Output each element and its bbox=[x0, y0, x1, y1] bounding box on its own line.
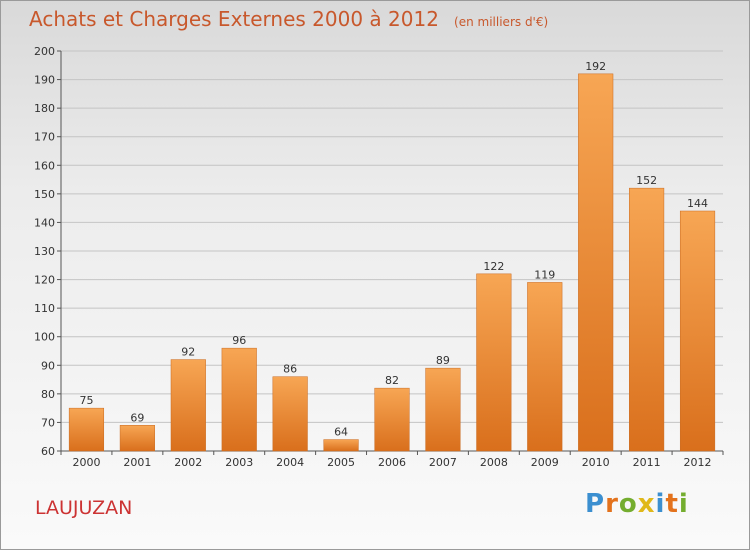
y-tick-label: 80 bbox=[41, 388, 55, 401]
y-tick-label: 120 bbox=[34, 274, 55, 287]
logo-letter: o bbox=[618, 489, 638, 519]
y-tick-label: 200 bbox=[34, 45, 55, 58]
data-label: 89 bbox=[436, 354, 450, 367]
bar-2009 bbox=[527, 282, 563, 452]
logo-letter: i bbox=[678, 489, 689, 519]
x-tick-label: 2006 bbox=[378, 456, 406, 469]
x-tick-label: 2007 bbox=[429, 456, 457, 469]
y-tick-label: 180 bbox=[34, 102, 55, 115]
y-tick-labels: 60 70 80 90 100 110 120 130 140 150 160 170 180 190 20… bbox=[34, 45, 55, 458]
x-tick-label: 2000 bbox=[72, 456, 100, 469]
bar-2001 bbox=[119, 425, 155, 452]
chart-title: Achats et Charges Externes 2000 à 2012 bbox=[29, 7, 439, 31]
commune-name: LAUJUZAN bbox=[35, 497, 133, 519]
bars bbox=[68, 73, 716, 452]
y-tick-label: 110 bbox=[34, 302, 55, 315]
x-tick-label: 2009 bbox=[531, 456, 559, 469]
chart-title-block: Achats et Charges Externes 2000 à 2012 (… bbox=[29, 7, 548, 31]
logo-letter: x bbox=[637, 489, 656, 519]
x-tick-label: 2003 bbox=[225, 456, 253, 469]
data-label: 92 bbox=[181, 346, 195, 359]
logo-letter: P bbox=[585, 489, 606, 519]
bar-2005 bbox=[323, 439, 359, 452]
data-label: 96 bbox=[232, 334, 246, 347]
bar-2008 bbox=[476, 273, 512, 452]
logo-letter: t bbox=[665, 489, 679, 519]
x-tick-label: 2012 bbox=[684, 456, 712, 469]
data-label: 144 bbox=[687, 197, 708, 210]
y-tick-label: 190 bbox=[34, 74, 55, 87]
data-label: 64 bbox=[334, 426, 348, 439]
x-tick-label: 2004 bbox=[276, 456, 304, 469]
x-tick-label: 2008 bbox=[480, 456, 508, 469]
bar-2000 bbox=[68, 407, 105, 452]
x-tick-label: 2005 bbox=[327, 456, 355, 469]
bar-2004 bbox=[272, 376, 308, 452]
data-label: 82 bbox=[385, 374, 399, 387]
data-label: 192 bbox=[585, 60, 606, 73]
data-label: 119 bbox=[534, 268, 555, 281]
y-tick-label: 90 bbox=[41, 359, 55, 372]
x-tick-label: 2001 bbox=[123, 456, 151, 469]
x-tick-labels: 2000 2001 2002 2003 2004 2005 2006 2007 2008 2009… bbox=[72, 456, 711, 469]
y-tick-label: 140 bbox=[34, 216, 55, 229]
data-label: 122 bbox=[483, 260, 504, 273]
bar-2012 bbox=[679, 210, 716, 452]
y-tick-label: 60 bbox=[41, 445, 55, 458]
y-tick-label: 100 bbox=[34, 331, 55, 344]
bar-2006 bbox=[374, 387, 410, 452]
bar-2007 bbox=[425, 367, 461, 452]
bar-2011 bbox=[629, 187, 665, 452]
bar-2002 bbox=[170, 359, 206, 452]
x-tick-label: 2011 bbox=[633, 456, 661, 469]
proxiti-logo: Proxiti bbox=[585, 489, 689, 519]
bar-2010 bbox=[578, 73, 614, 452]
data-label: 75 bbox=[79, 394, 93, 407]
logo-letter: r bbox=[605, 489, 619, 519]
value-labels: 75 69 92 96 86 64 82 89 122 119 192 152 144 bbox=[79, 60, 708, 439]
y-tick-label: 70 bbox=[41, 416, 55, 429]
data-label: 69 bbox=[130, 411, 144, 424]
x-tick-label: 2002 bbox=[174, 456, 202, 469]
y-tick-label: 130 bbox=[34, 245, 55, 258]
logo-letter: i bbox=[655, 489, 666, 519]
y-tick-label: 160 bbox=[34, 159, 55, 172]
y-tick-label: 170 bbox=[34, 131, 55, 144]
x-tick-label: 2010 bbox=[582, 456, 610, 469]
bar-2003 bbox=[221, 347, 257, 452]
chart-subtitle: (en milliers d'€) bbox=[454, 15, 549, 29]
data-label: 152 bbox=[636, 174, 657, 187]
data-label: 86 bbox=[283, 363, 297, 376]
y-tick-label: 150 bbox=[34, 188, 55, 201]
